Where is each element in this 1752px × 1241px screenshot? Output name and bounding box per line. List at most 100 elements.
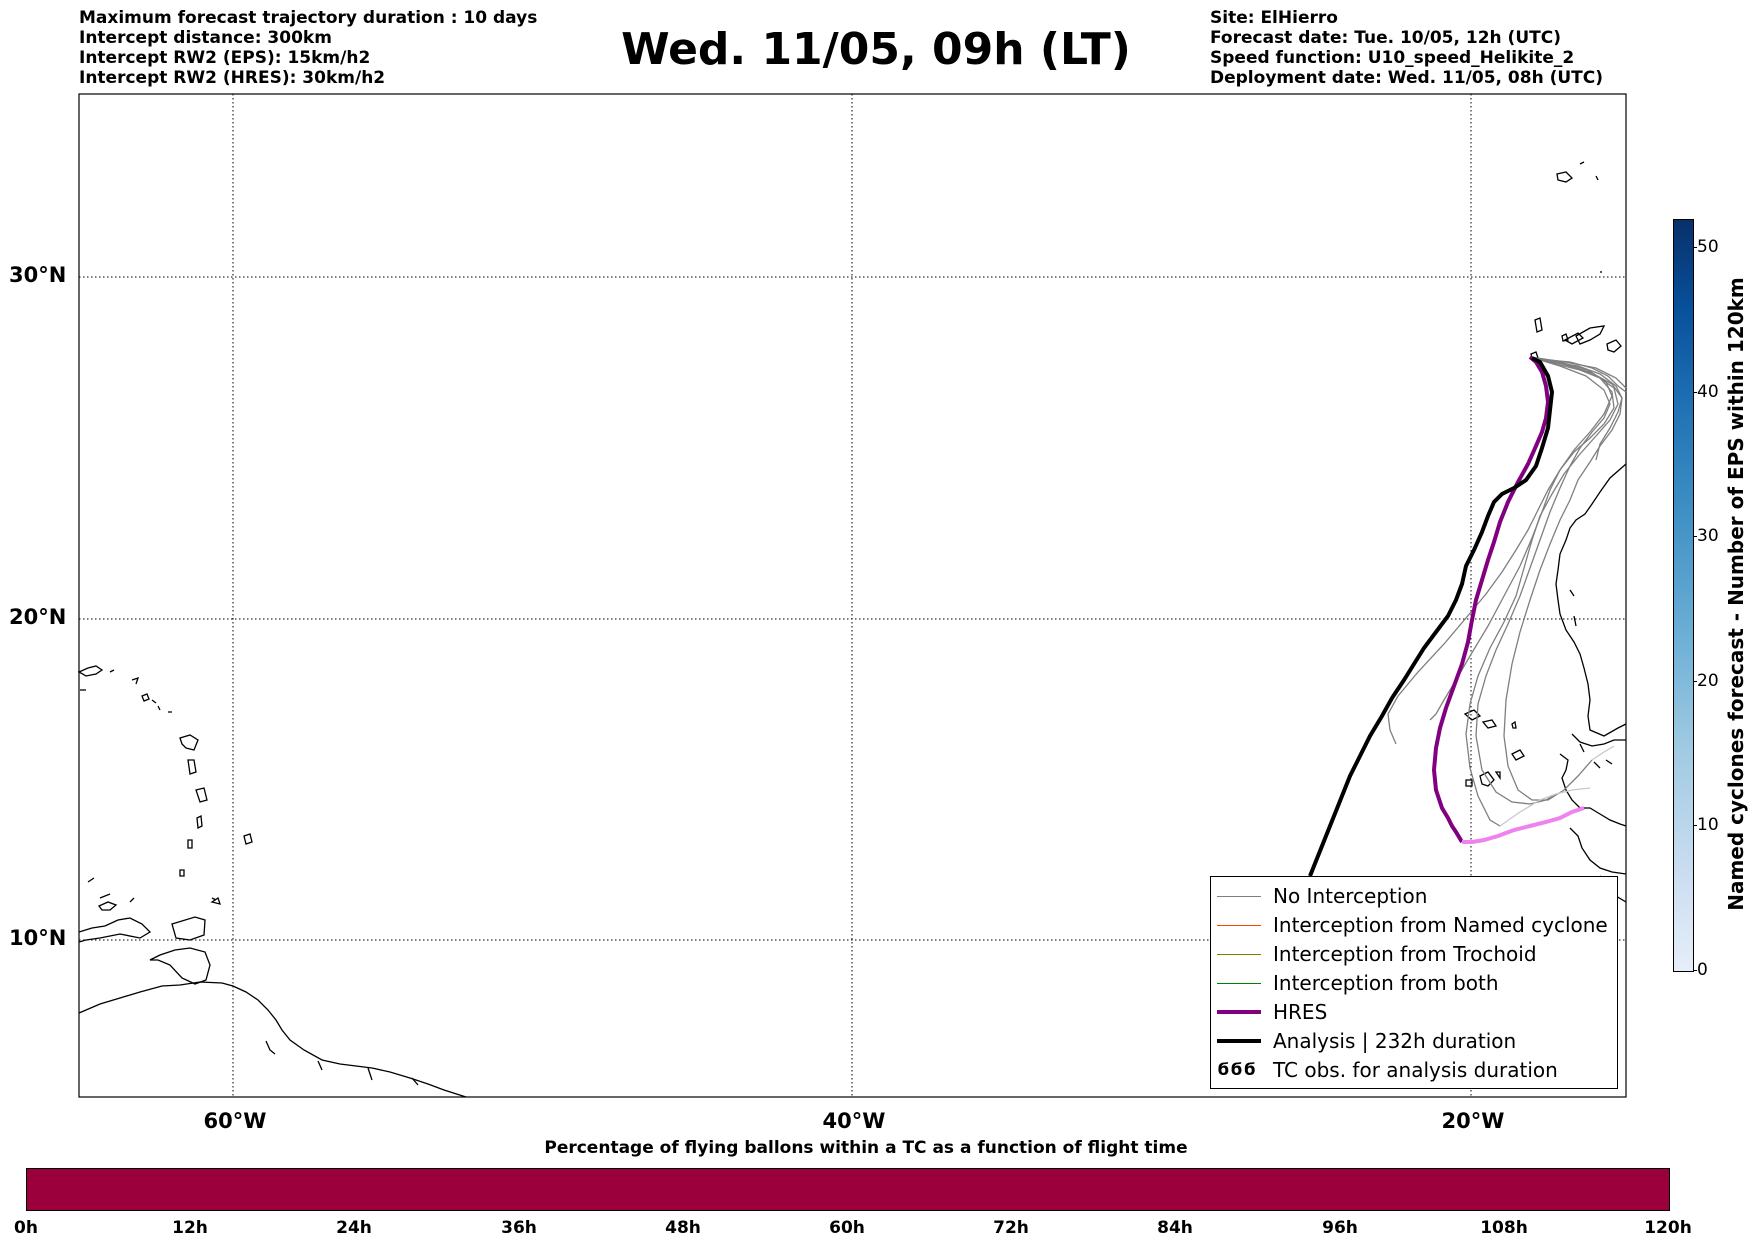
paria-coast [149, 947, 211, 985]
eps-track-8 [1465, 356, 1619, 827]
flight-time-tick-108h: 108h [1480, 1218, 1528, 1238]
legend-item-hres: HRES [1217, 999, 1327, 1025]
la-palma [1534, 317, 1543, 333]
small-islands [87, 699, 217, 903]
flight-time-bar [26, 1168, 1670, 1211]
eps-late-1 [1499, 787, 1591, 827]
bottom-bar-title: Percentage of flying ballons within a TC… [544, 1138, 1188, 1158]
legend-label: HRES [1273, 1000, 1328, 1024]
eps-track-2 [1503, 356, 1623, 801]
page-title: Wed. 11/05, 09h (LT) [621, 24, 1131, 75]
colorbar-tick-40: 40 [1697, 382, 1719, 402]
flight-time-tick-36h: 36h [501, 1218, 537, 1238]
eps-colorbar [1673, 219, 1694, 972]
colorbar-tick-10: 10 [1697, 815, 1719, 835]
cape-verde-sal [1511, 720, 1517, 729]
cape-verde-santo-antao [1463, 709, 1482, 721]
flight-time-tick-72h: 72h [993, 1218, 1029, 1238]
trinidad [171, 916, 206, 941]
colorbar-tick-50: 50 [1697, 237, 1719, 257]
colorbar-tickmark [1693, 247, 1697, 248]
lon-label-40w: 40°W [822, 1109, 886, 1133]
colorbar-tick-30: 30 [1697, 526, 1719, 546]
colorbar-tickmark [1693, 825, 1697, 826]
legend-swatch [1217, 953, 1261, 955]
cape-verde-sao-nicolau [1481, 719, 1498, 729]
legend-item-named-cyclone: Interception from Named cyclone [1217, 912, 1608, 938]
lat-label-10n: 10°N [9, 926, 67, 950]
flight-time-tick-48h: 48h [665, 1218, 701, 1238]
hres-track [1431, 355, 1551, 844]
legend-label: Analysis | 232h duration [1273, 1029, 1517, 1053]
lon-label-60w: 60°W [203, 1109, 267, 1133]
eps-trajectories [1387, 356, 1627, 827]
madeira-2 [1595, 175, 1599, 181]
dakar-region [1571, 733, 1626, 747]
eps-late-2 [1591, 745, 1615, 761]
legend-item-both: Interception from both [1217, 970, 1499, 996]
analysis-track [1308, 356, 1555, 877]
eps-late-trajectories [1499, 745, 1615, 827]
intercept-rw2-hres-text: Intercept RW2 (HRES): 30km/h2 [79, 68, 386, 88]
madeira [1556, 161, 1585, 183]
eps-track-7 [1387, 356, 1613, 745]
eps-track-3 [1429, 356, 1615, 721]
intercept-rw2-eps-text: Intercept RW2 (EPS): 15km/h2 [79, 48, 371, 68]
flight-time-tick-12h: 12h [172, 1218, 208, 1238]
flight-time-tick-24h: 24h [336, 1218, 372, 1238]
flight-time-tick-60h: 60h [829, 1218, 865, 1238]
dominica [187, 759, 197, 775]
legend-swatch [1217, 895, 1261, 897]
west-africa-coast [1555, 463, 1627, 737]
guianas-bumps [265, 1040, 419, 1086]
venezuela-west [78, 917, 152, 943]
intercept-distance-text: Intercept distance: 300km [79, 28, 332, 48]
colorbar-tickmark [1693, 970, 1697, 971]
tc-symbol-icon: ϭϭϭ [1217, 1060, 1257, 1080]
legend-label: TC obs. for analysis duration [1273, 1058, 1558, 1082]
st-lucia [196, 814, 203, 830]
tobago [210, 896, 221, 905]
tenerife [1563, 332, 1585, 345]
legend-item-trochoid: Interception from Trochoid [1217, 941, 1537, 967]
flight-time-tick-96h: 96h [1322, 1218, 1358, 1238]
coastlines [77, 161, 1627, 1098]
flight-time-tick-120h: 120h [1644, 1218, 1692, 1238]
guadeloupe [179, 734, 199, 751]
flight-time-tick-0h: 0h [14, 1218, 38, 1238]
colorbar-tickmark [1693, 681, 1697, 682]
legend-label: Interception from both [1273, 971, 1499, 995]
vi-islands [109, 669, 140, 685]
legend-label: Interception from Named cyclone [1273, 913, 1608, 937]
south-america-coast [78, 981, 467, 1098]
lat-label-30n: 30°N [9, 263, 67, 287]
barbados [243, 833, 253, 845]
lanzarote [1606, 339, 1622, 353]
martinique [195, 787, 208, 803]
legend-item-no-interception: No Interception [1217, 883, 1427, 909]
legend-swatch [1217, 1010, 1261, 1014]
legend-label: Interception from Trochoid [1273, 942, 1537, 966]
colorbar-label: Named cyclones forecast - Number of EPS … [1724, 277, 1748, 911]
flight-time-tick-84h: 84h [1157, 1218, 1193, 1238]
speed-function-text: Speed function: U10_speed_Helikite_2 [1210, 48, 1575, 68]
grenada [179, 869, 185, 877]
senegal-creeks [1569, 589, 1613, 769]
eps-track-4 [1475, 356, 1611, 805]
st-vincent [187, 839, 193, 849]
forecast-date-text: Forecast date: Tue. 10/05, 12h (UTC) [1210, 28, 1561, 48]
header-left-info: Maximum forecast trajectory duration : 1… [79, 8, 537, 88]
fuerteventura [1575, 325, 1606, 345]
map-legend: No Interception Interception from Named … [1210, 876, 1618, 1089]
legend-swatch [1217, 924, 1261, 926]
legend-swatch [1217, 982, 1261, 984]
hres-late-track [1462, 806, 1585, 844]
antigua [141, 693, 150, 702]
header-right-info: Site: ElHierro Forecast date: Tue. 10/05… [1210, 8, 1603, 88]
cape-verde-fogo [1465, 779, 1473, 787]
legend-item-tc-obs: ϭϭϭ TC obs. for analysis duration [1217, 1057, 1558, 1083]
lat-label-20n: 20°N [9, 605, 67, 629]
site-text: Site: ElHierro [1210, 8, 1338, 28]
colorbar-tickmark [1693, 536, 1697, 537]
